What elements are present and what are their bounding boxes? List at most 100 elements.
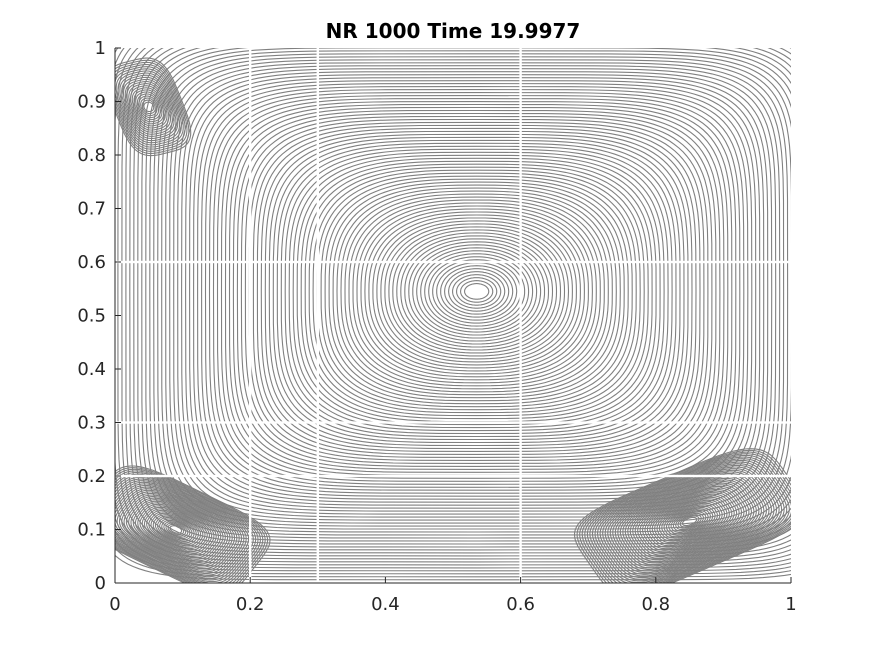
- streamline: [304, 163, 649, 420]
- streamline: [130, 499, 222, 560]
- streamline: [115, 59, 190, 154]
- streamline: [604, 468, 775, 575]
- streamline: [157, 53, 791, 530]
- streamline: [115, 68, 182, 146]
- x-tick-label: 1: [785, 594, 796, 615]
- streamline: [312, 169, 641, 414]
- streamline: [581, 453, 791, 583]
- streamline: [115, 470, 264, 583]
- streamline: [268, 136, 685, 447]
- streamline: [292, 154, 661, 429]
- streamline: [672, 511, 707, 532]
- streamline: [432, 259, 522, 324]
- streamline: [115, 547, 791, 578]
- streamline: [668, 508, 711, 535]
- streamline: [136, 93, 161, 121]
- streamline: [141, 99, 156, 115]
- y-tick-label: 0.4: [77, 359, 106, 380]
- streamline: [637, 488, 743, 554]
- streamline: [139, 505, 213, 554]
- streamline: [356, 202, 597, 381]
- streamline: [130, 85, 168, 129]
- streamline: [677, 514, 702, 529]
- streamline: [143, 508, 208, 551]
- y-tick-label: 0.6: [77, 252, 106, 273]
- streamline: [264, 133, 689, 450]
- streamline: [157, 517, 195, 542]
- streamline: [228, 106, 725, 476]
- streamline: [651, 498, 728, 545]
- seed-gap-horizontal: [115, 474, 791, 478]
- streamline: [584, 454, 791, 583]
- streamline: [240, 115, 713, 467]
- streamline: [134, 502, 217, 557]
- streamline: [448, 271, 506, 312]
- streamline: [360, 205, 593, 378]
- streamline: [599, 464, 780, 579]
- seed-gap-vertical: [316, 48, 319, 583]
- streamline: [661, 504, 718, 539]
- streamline: [328, 181, 625, 402]
- streamline: [364, 208, 589, 375]
- streamline: [372, 214, 581, 369]
- streamline: [589, 458, 790, 583]
- streamline: [163, 521, 189, 538]
- streamline: [368, 211, 585, 372]
- streamline: [125, 496, 226, 563]
- x-tick-label: 0.2: [236, 594, 265, 615]
- streamline: [288, 151, 665, 432]
- streamline: [165, 59, 789, 524]
- streamline: [115, 57, 192, 157]
- streamline: [121, 492, 231, 567]
- streamline: [380, 220, 573, 363]
- streamline: [440, 265, 514, 318]
- streamline: [252, 124, 701, 458]
- streamline: [408, 241, 546, 342]
- streamline: [597, 463, 783, 580]
- streamline: [464, 283, 490, 300]
- streamline: [340, 190, 613, 393]
- x-ticks: 0 0.2 0.4 0.6 0.8 1: [109, 577, 797, 615]
- streamline: [609, 471, 770, 572]
- streamline: [143, 101, 155, 113]
- streamline: [135, 91, 163, 123]
- streamline: [617, 476, 762, 567]
- streamline: [456, 277, 498, 306]
- streamline: [324, 178, 629, 405]
- streamline: [165, 522, 187, 537]
- streamline: [146, 509, 206, 550]
- streamline: [115, 484, 243, 575]
- streamline: [444, 268, 510, 315]
- streamline: [412, 244, 542, 339]
- streamline: [436, 262, 518, 321]
- y-tick-label: 0.9: [77, 92, 106, 113]
- streamline: [276, 142, 677, 441]
- y-tick-label: 0.8: [77, 145, 106, 166]
- seed-gap-horizontal: [115, 421, 791, 424]
- streamline: [118, 491, 233, 568]
- streamline: [128, 83, 170, 131]
- streamline: [460, 280, 494, 303]
- seed-gap-bands: [115, 48, 791, 583]
- streamline: [137, 48, 791, 545]
- streamline: [115, 480, 250, 579]
- streamlines: [115, 48, 791, 583]
- x-tick-label: 0.8: [641, 594, 670, 615]
- streamline: [115, 64, 186, 150]
- y-tick-label: 0.7: [77, 199, 106, 220]
- streamline: [639, 490, 740, 553]
- streamline: [416, 247, 538, 336]
- streamline: [591, 459, 788, 583]
- streamline: [117, 48, 791, 560]
- streamline: [220, 101, 733, 482]
- streamline: [161, 519, 191, 540]
- y-ticks: 0 0.1 0.2 0.3 0.4 0.5 0.6 0.7 0.8 0.9 1: [77, 38, 121, 594]
- streamline: [332, 184, 621, 399]
- y-tick-label: 0: [95, 573, 106, 594]
- streamline: [607, 469, 772, 574]
- streamline: [115, 486, 240, 573]
- streamline: [622, 479, 757, 564]
- streamline: [624, 481, 755, 562]
- streamline: [169, 525, 183, 534]
